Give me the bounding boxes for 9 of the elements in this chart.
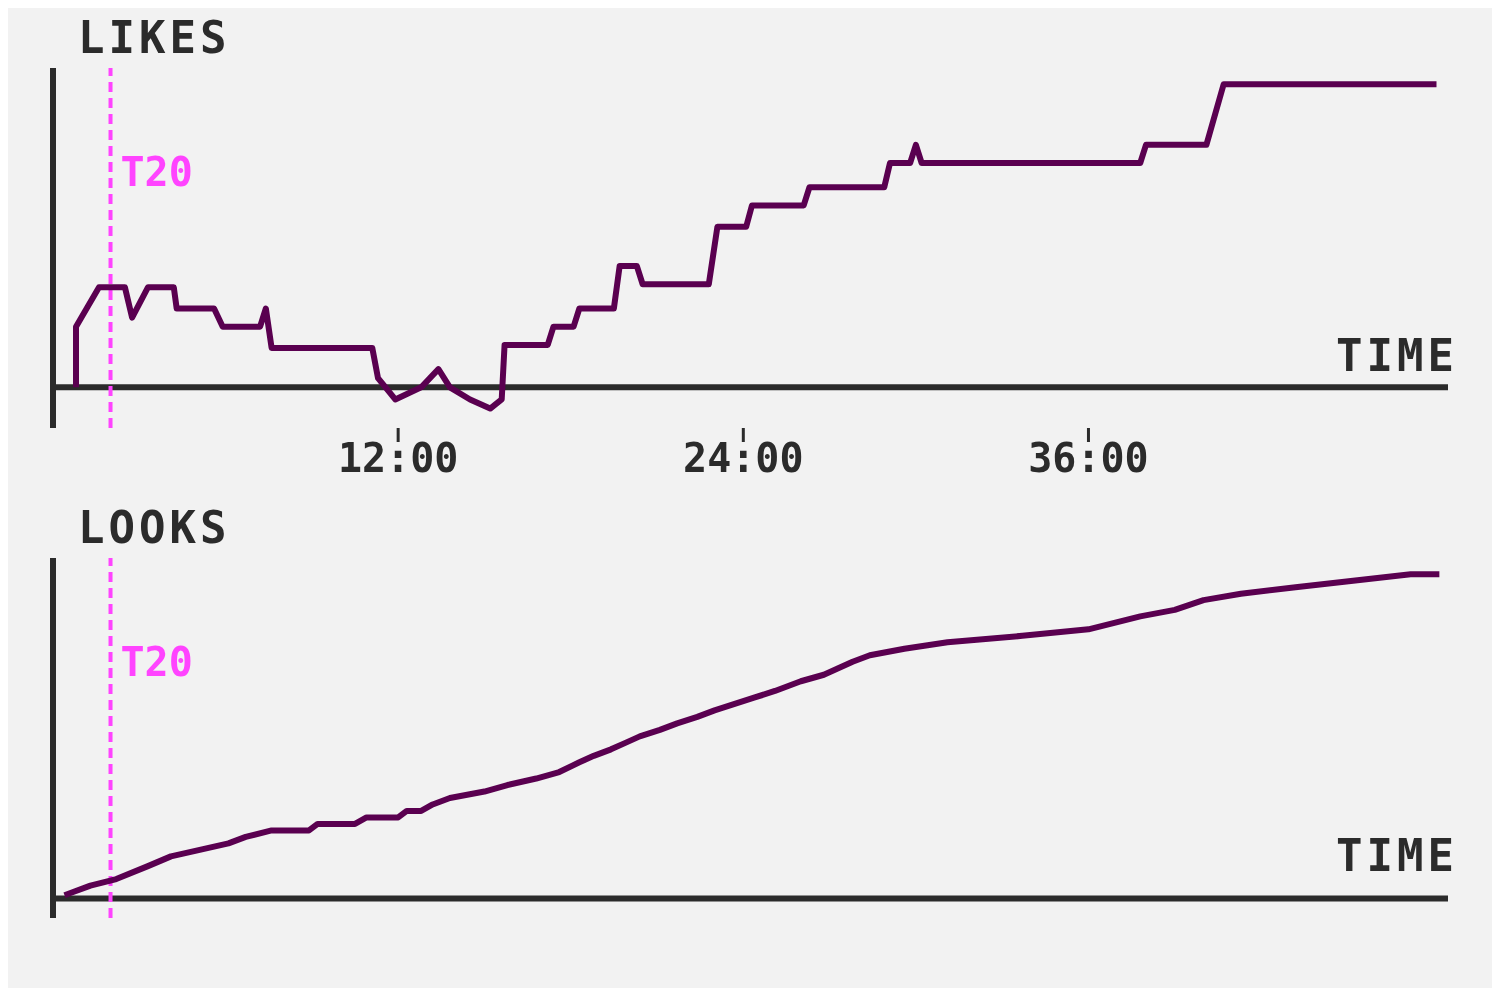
y-axis-title: LOOKS (78, 502, 231, 553)
x-tick-label: 36:00 (1028, 435, 1149, 482)
ref-line-label: T20 (120, 149, 193, 196)
x-tick-label: 12:00 (337, 435, 459, 482)
x-axis-title: TIME (1336, 830, 1458, 881)
ref-line-label: T20 (120, 639, 193, 686)
y-axis-title: LIKES (78, 12, 231, 63)
x-tick-label: 24:00 (683, 435, 804, 482)
x-axis-title: TIME (1336, 330, 1458, 381)
